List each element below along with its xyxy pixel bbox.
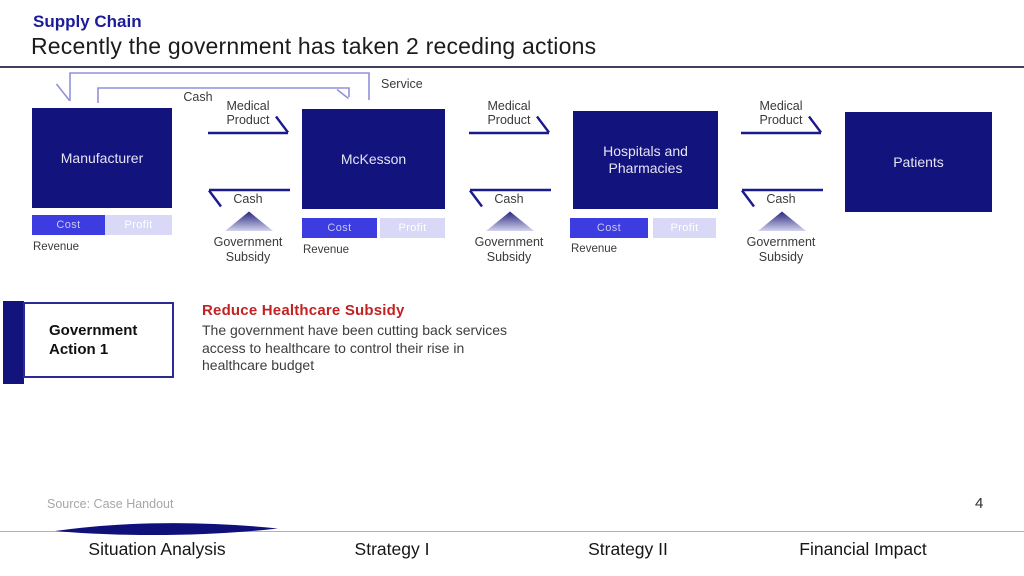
government-subsidy-label: Government Subsidy — [746, 235, 816, 264]
tab-financial-impact[interactable]: Financial Impact — [799, 539, 927, 559]
chain-node-mckesson: McKesson — [302, 109, 445, 209]
medical-product-label: Medical Product — [759, 99, 803, 127]
node-label: Manufacturer — [60, 149, 144, 166]
cost-segment: Cost — [570, 218, 648, 238]
action-box: Government Action 1 — [23, 302, 174, 378]
action-box-label: Government Action 1 — [49, 322, 138, 358]
action-description: The government have been cutting back se… — [202, 322, 508, 373]
cash-label: Cash — [233, 192, 263, 206]
economics-bar: Cost Profit — [570, 218, 716, 238]
tab-strategy-2[interactable]: Strategy II — [588, 539, 668, 559]
node-label: McKesson — [340, 150, 407, 167]
medical-product-label: Medical Product — [487, 99, 531, 127]
slide-title: Recently the government has taken 2 rece… — [31, 33, 597, 59]
action-accent-strip — [3, 301, 24, 384]
chain-node-patients: Patients — [845, 112, 992, 212]
cash-top-label: Cash — [170, 90, 226, 104]
revenue-label: Revenue — [303, 244, 350, 256]
header-divider — [0, 66, 1024, 68]
government-subsidy-label: Government Subsidy — [474, 235, 544, 264]
cost-segment: Cost — [32, 215, 105, 235]
action-headline: Reduce Healthcare Subsidy — [202, 302, 405, 319]
cost-segment: Cost — [302, 218, 377, 238]
node-label: Patients — [893, 153, 944, 170]
medical-product-label: Medical Product — [226, 99, 270, 127]
economics-bar: Cost Profit — [32, 215, 172, 235]
flow-gap: Medical Product Cash Government Subsidy — [188, 0, 308, 280]
chain-node-hospitals-pharmacies: Hospitals and Pharmacies — [573, 111, 718, 209]
slide-kicker: Supply Chain — [33, 12, 142, 31]
revenue-label: Revenue — [33, 241, 80, 253]
flow-gap: Medical Product Cash Government Subsidy — [449, 0, 569, 280]
economics-bar: Cost Profit — [302, 218, 445, 238]
footer-divider — [0, 531, 1024, 532]
service-label: Service — [381, 77, 423, 91]
cash-label: Cash — [766, 192, 796, 206]
government-subsidy-label: Government Subsidy — [213, 235, 283, 264]
cash-label: Cash — [494, 192, 524, 206]
profit-segment: Profit — [380, 218, 445, 238]
node-label: Hospitals and Pharmacies — [603, 143, 688, 176]
tab-situation-analysis[interactable]: Situation Analysis — [88, 539, 226, 559]
page-number: 4 — [975, 495, 984, 512]
flow-gap: Medical Product Cash Government Subsidy — [721, 0, 841, 280]
profit-segment: Profit — [653, 218, 716, 238]
tab-strategy-1[interactable]: Strategy I — [354, 539, 430, 559]
chain-node-manufacturer: Manufacturer — [32, 108, 172, 208]
revenue-label: Revenue — [571, 243, 618, 255]
source-note: Source: Case Handout — [47, 497, 174, 511]
profit-segment: Profit — [105, 215, 172, 235]
